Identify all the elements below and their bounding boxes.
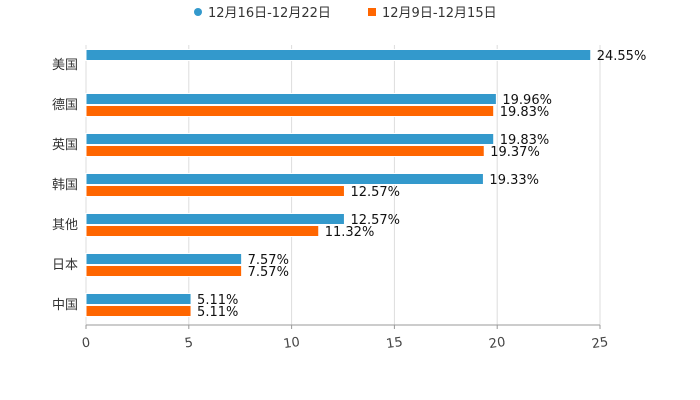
value-label-德国-series-2: 19.83% (500, 105, 550, 120)
bar-美国-series-1 (85, 49, 592, 61)
legend-marker-series-2 (368, 8, 376, 16)
bar-其他-series-2 (85, 225, 320, 237)
value-label-中国-series-1: 5.11% (197, 293, 238, 308)
category-label-其他: 其他 (52, 218, 78, 233)
value-label-德国-series-1: 19.96% (502, 93, 552, 108)
bar-中国-series-1 (85, 293, 192, 305)
value-label-美国-series-1: 24.55% (597, 49, 647, 64)
legend-label-series-2: 12月9日-12月15日 (382, 6, 497, 21)
chart-value-labels: 24.55%19.96%19.83%19.83%19.37%19.33%12.5… (197, 49, 646, 320)
legend-marker-series-1 (194, 8, 202, 16)
category-label-英国: 英国 (52, 138, 78, 153)
value-label-英国-series-2: 19.37% (490, 145, 540, 160)
legend-label-series-1: 12月16日-12月22日 (208, 6, 331, 21)
chart-legend: 12月16日-12月22日 12月9日-12月15日 (194, 6, 497, 21)
bar-中国-series-2 (85, 305, 192, 317)
category-label-中国: 中国 (52, 298, 78, 313)
bar-韩国-series-1 (85, 173, 484, 185)
value-label-韩国-series-2: 12.57% (350, 185, 400, 200)
value-label-英国-series-1: 19.83% (500, 133, 550, 148)
bar-德国-series-1 (85, 93, 497, 105)
value-label-日本-series-1: 7.57% (248, 253, 289, 268)
value-label-其他-series-1: 12.57% (350, 213, 400, 228)
chart-bars (85, 49, 592, 317)
category-label-日本: 日本 (52, 258, 78, 273)
value-label-韩国-series-1: 19.33% (489, 173, 539, 188)
category-label-美国: 美国 (52, 58, 78, 73)
category-label-韩国: 韩国 (52, 178, 78, 193)
value-label-中国-series-2: 5.11% (197, 305, 238, 320)
bar-英国-series-2 (85, 145, 485, 157)
bar-德国-series-2 (85, 105, 495, 117)
bar-其他-series-1 (85, 213, 345, 225)
x-tick-label-20: 20 (488, 335, 506, 352)
value-label-日本-series-2: 7.57% (248, 265, 289, 280)
bar-日本-series-2 (85, 265, 243, 277)
x-tick-label-25: 25 (591, 335, 609, 352)
x-tick-label-10: 10 (282, 335, 300, 352)
chart-x-ticks: 0 5 10 15 20 25 (81, 325, 609, 352)
bar-韩国-series-2 (85, 185, 345, 197)
x-tick-label-15: 15 (385, 335, 403, 352)
bar-日本-series-1 (85, 253, 243, 265)
category-label-德国: 德国 (52, 98, 78, 113)
x-tick-label-5: 5 (184, 335, 194, 351)
bar-英国-series-1 (85, 133, 495, 145)
x-tick-label-0: 0 (81, 335, 91, 351)
value-label-其他-series-2: 11.32% (325, 225, 375, 240)
